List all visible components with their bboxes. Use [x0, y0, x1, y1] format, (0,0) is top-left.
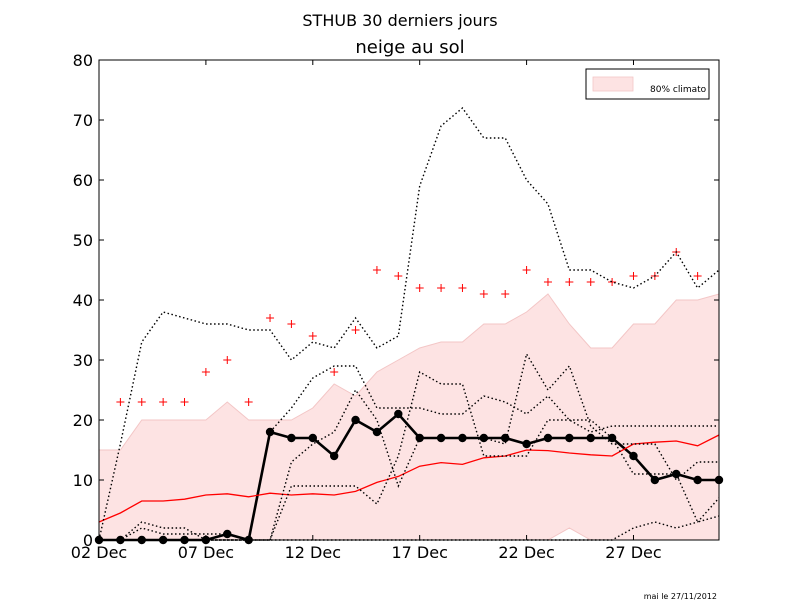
observed-point — [329, 451, 339, 461]
observed-point — [436, 433, 446, 443]
x-tick-label: 02 Dec — [71, 543, 127, 562]
max-climato-marker — [180, 398, 189, 406]
x-tick-label: 07 Dec — [178, 543, 234, 562]
max-climato-marker — [372, 266, 381, 274]
observed-point — [308, 433, 317, 443]
y-tick-label: 50 — [73, 231, 93, 250]
y-tick-label: 0 — [83, 531, 93, 550]
legend-label-climato: 80% climato — [650, 85, 707, 95]
max-climato-marker — [223, 356, 232, 364]
observed-point — [607, 433, 617, 443]
max-climato-marker — [116, 398, 125, 406]
legend-swatch-climato — [592, 76, 634, 92]
series-envelope-mid-1-line — [99, 365, 719, 541]
observed-point — [543, 433, 553, 443]
max-climato-marker — [394, 272, 403, 280]
x-tick-label: 22 Dec — [498, 543, 554, 562]
x-tick-label: 12 Dec — [285, 543, 341, 562]
max-climato-marker — [458, 284, 467, 292]
y-tick-label: 30 — [73, 351, 93, 370]
max-climato-marker — [137, 398, 146, 406]
chart-title: STHUB 30 derniers jours — [302, 11, 497, 30]
observed-point — [265, 427, 275, 437]
max-climato-marker — [159, 398, 168, 406]
observed-point — [522, 439, 531, 449]
max-climato-marker — [244, 398, 253, 406]
max-climato-marker — [287, 320, 296, 328]
max-climato-marker — [543, 278, 552, 286]
max-climato-marker — [693, 272, 702, 280]
max-climato-marker — [437, 284, 446, 292]
observed-point — [458, 433, 467, 443]
max-climato-marker — [522, 266, 531, 274]
observed-point — [351, 415, 360, 425]
observed-point — [501, 433, 510, 443]
y-tick-label: 60 — [73, 171, 93, 190]
legend: 80% climato — [585, 68, 710, 100]
max-climato-marker — [608, 278, 617, 286]
series-envelope-mid-3-line — [99, 370, 720, 541]
observed-point — [586, 433, 595, 443]
max-climato-marker — [308, 332, 317, 340]
observed-point — [650, 475, 660, 485]
y-tick-label: 40 — [73, 291, 93, 310]
series-envelope-high-line — [98, 106, 720, 541]
y-tick-label: 20 — [73, 411, 93, 430]
max-climato-marker — [501, 290, 510, 298]
observed-point — [565, 433, 574, 443]
max-climato-marker — [586, 278, 595, 286]
axes-layer: 0 10 20 30 40 50 60 70 80 02 Dec 07 Dec 12 Dec 17 De… — [71, 51, 720, 562]
y-tick-label: 70 — [73, 111, 93, 130]
observed-point — [372, 427, 382, 437]
x-tick-label: 27 Dec — [605, 543, 661, 562]
max-climato-marker — [629, 272, 638, 280]
x-tick-label: 17 Dec — [391, 543, 447, 562]
max-climato-marker — [415, 284, 424, 292]
observed-point — [394, 409, 403, 419]
series-median-climato-line — [98, 434, 720, 523]
observed-point — [629, 451, 638, 461]
max-climato-marker — [266, 314, 275, 322]
max-climato-marker — [351, 326, 360, 334]
y-tick-label: 80 — [73, 51, 93, 70]
max-climato-marker — [201, 368, 210, 376]
footer-note: mai le 27/11/2012 — [644, 592, 717, 600]
chart-subtitle: neige au sol — [355, 37, 464, 58]
max-climato-marker — [565, 278, 574, 286]
observed-point — [693, 475, 702, 485]
max-climato-marker — [330, 368, 339, 376]
observed-point — [672, 469, 681, 479]
y-tick-label: 10 — [73, 471, 93, 490]
series-envelope-low-line — [99, 497, 720, 541]
observed-point — [287, 433, 296, 443]
max-climato-marker — [479, 290, 488, 298]
